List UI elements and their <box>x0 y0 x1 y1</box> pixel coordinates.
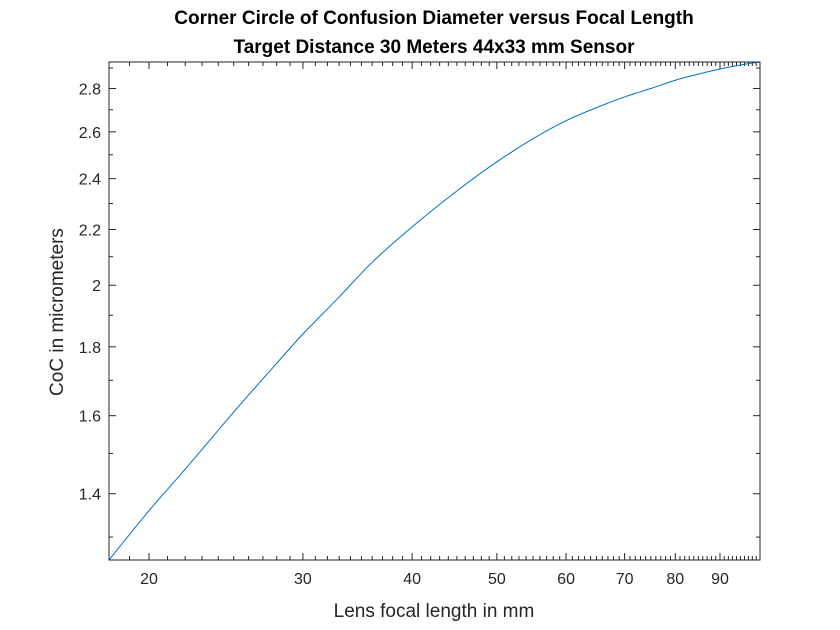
y-tick-label: 2.6 <box>79 125 101 142</box>
x-tick-label: 70 <box>616 571 634 588</box>
chart-subtitle: Target Distance 30 Meters 44x33 mm Senso… <box>234 37 636 58</box>
series-layer <box>108 61 761 561</box>
y-tick-labels: 1.4 1.6 1.8 2 2.2 2.4 2.6 2.8 <box>79 82 101 504</box>
y-tick-label: 2 <box>92 278 101 295</box>
y-tick-label: 1.6 <box>79 409 101 426</box>
x-tick-label: 60 <box>557 571 575 588</box>
plot-area <box>109 62 760 560</box>
y-tick-label: 1.4 <box>79 487 101 504</box>
y-tick-label: 2.8 <box>79 82 101 99</box>
y-tick-label: 2.2 <box>79 223 101 240</box>
y-axis-label: CoC in micrometers <box>47 228 68 396</box>
x-tick-label: 80 <box>666 571 684 588</box>
series-line <box>108 61 761 561</box>
x-tick-label: 20 <box>140 571 158 588</box>
plot-frame <box>108 61 761 561</box>
x-tick-label: 40 <box>403 571 421 588</box>
x-axis-label: Lens focal length in mm <box>334 601 535 622</box>
x-tick-label: 30 <box>294 571 312 588</box>
y-tick-label: 1.8 <box>79 340 101 357</box>
x-tick-label: 90 <box>711 571 729 588</box>
y-tick-label: 2.4 <box>79 172 101 189</box>
x-tick-labels: 20 30 40 50 60 70 80 90 <box>140 571 729 588</box>
chart-title: Corner Circle of Confusion Diameter vers… <box>174 8 693 29</box>
x-tick-label: 50 <box>488 571 506 588</box>
